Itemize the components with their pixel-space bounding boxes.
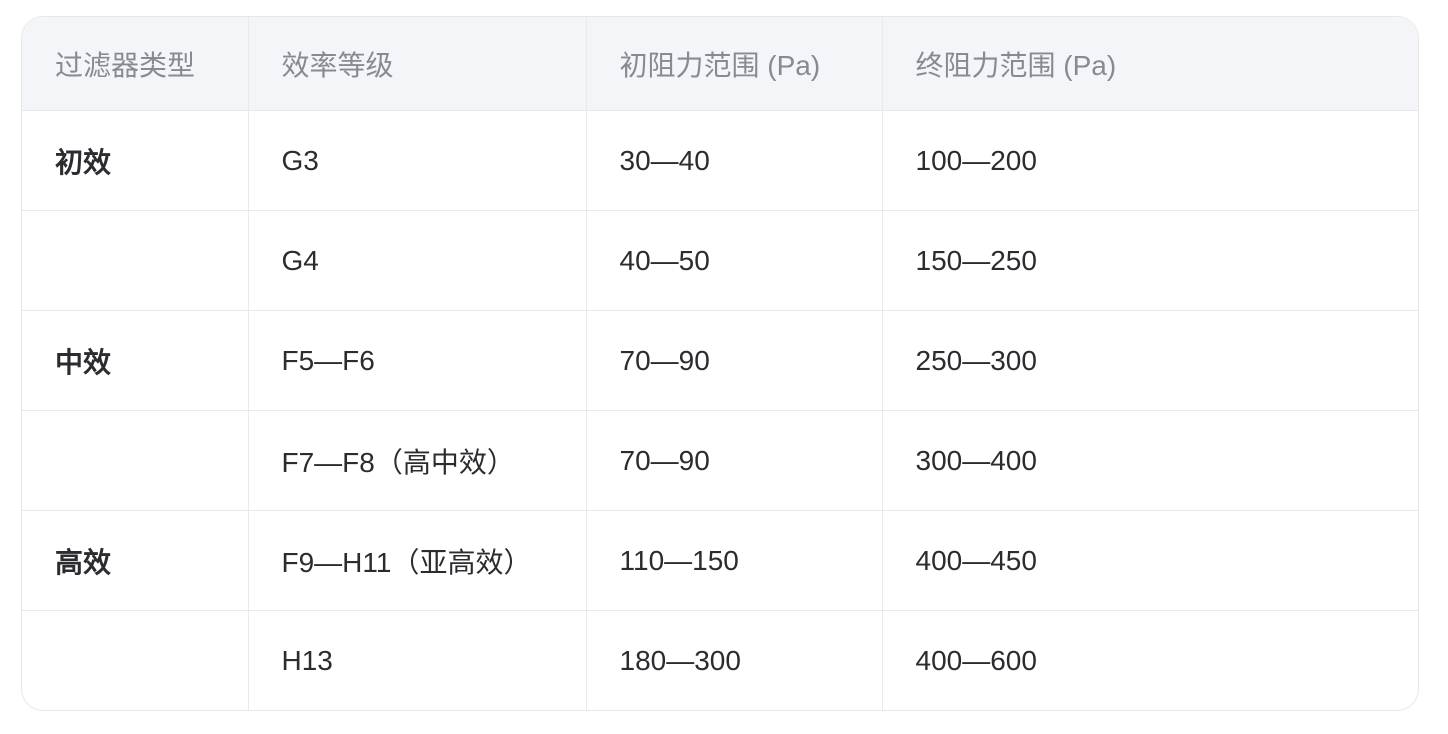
filter-type-cell [22, 210, 249, 311]
filter-type-cell: 高效 [22, 510, 249, 611]
efficiency-grade-cell: G4 [248, 210, 587, 311]
table-row: 初效 G3 30—40 100—200 [22, 110, 1418, 211]
initial-resistance-cell: 70—90 [586, 410, 883, 511]
final-resistance-cell: 400—600 [915, 644, 1037, 676]
header-initial-resistance: 初阻力范围 (Pa) [586, 17, 883, 111]
filter-type-cell: 中效 [22, 310, 249, 411]
initial-resistance-cell: 30—40 [586, 110, 883, 211]
efficiency-grade-cell: F7—F8（高中效） [248, 410, 587, 511]
filter-resistance-table-container: 过滤器类型 效率等级 初阻力范围 (Pa) 终阻力范围 (Pa) 初效 G3 30—… [21, 16, 1419, 711]
table-row: F7—F8（高中效） 70—90 300—400 [22, 410, 1418, 511]
filter-type-cell [22, 610, 249, 710]
final-resistance-cell: 250—300 [882, 310, 1418, 411]
table-row: 高效 F9—H11（亚高效） 110—150 400—450 [22, 510, 1418, 611]
final-resistance-cell: 150—250 [882, 210, 1418, 311]
final-resistance-cell: 300—400 [882, 410, 1418, 511]
efficiency-grade-cell: F9—H11（亚高效） [248, 510, 587, 611]
header-filter-type: 过滤器类型 [22, 17, 249, 111]
table-row: 中效 F5—F6 70—90 250—300 [22, 310, 1418, 411]
initial-resistance-cell: 110—150 [586, 510, 883, 611]
header-efficiency-grade: 效率等级 [248, 17, 587, 111]
efficiency-grade-cell: G3 [248, 110, 587, 211]
efficiency-grade-cell: F5—F6 [248, 310, 587, 411]
table-header-row: 过滤器类型 效率等级 初阻力范围 (Pa) 终阻力范围 (Pa) [22, 17, 1418, 111]
filter-type-cell: 初效 [22, 110, 249, 211]
final-resistance-cell: 400—450 [882, 510, 1418, 611]
efficiency-grade-cell: H13 [248, 610, 587, 710]
table-row: G4 40—50 150—250 [22, 210, 1418, 311]
filter-resistance-table: 过滤器类型 效率等级 初阻力范围 (Pa) 终阻力范围 (Pa) 初效 G3 30—… [22, 17, 1418, 710]
initial-resistance-cell: 180—300 [586, 610, 883, 710]
initial-resistance-cell: 70—90 [586, 310, 883, 411]
final-resistance-cell: 100—200 [882, 110, 1418, 211]
initial-resistance-cell: 40—50 [586, 210, 883, 311]
filter-type-cell [22, 410, 249, 511]
table-row: H13 180—300 400—600 [22, 610, 1418, 710]
header-final-resistance: 终阻力范围 (Pa) [882, 17, 1418, 111]
